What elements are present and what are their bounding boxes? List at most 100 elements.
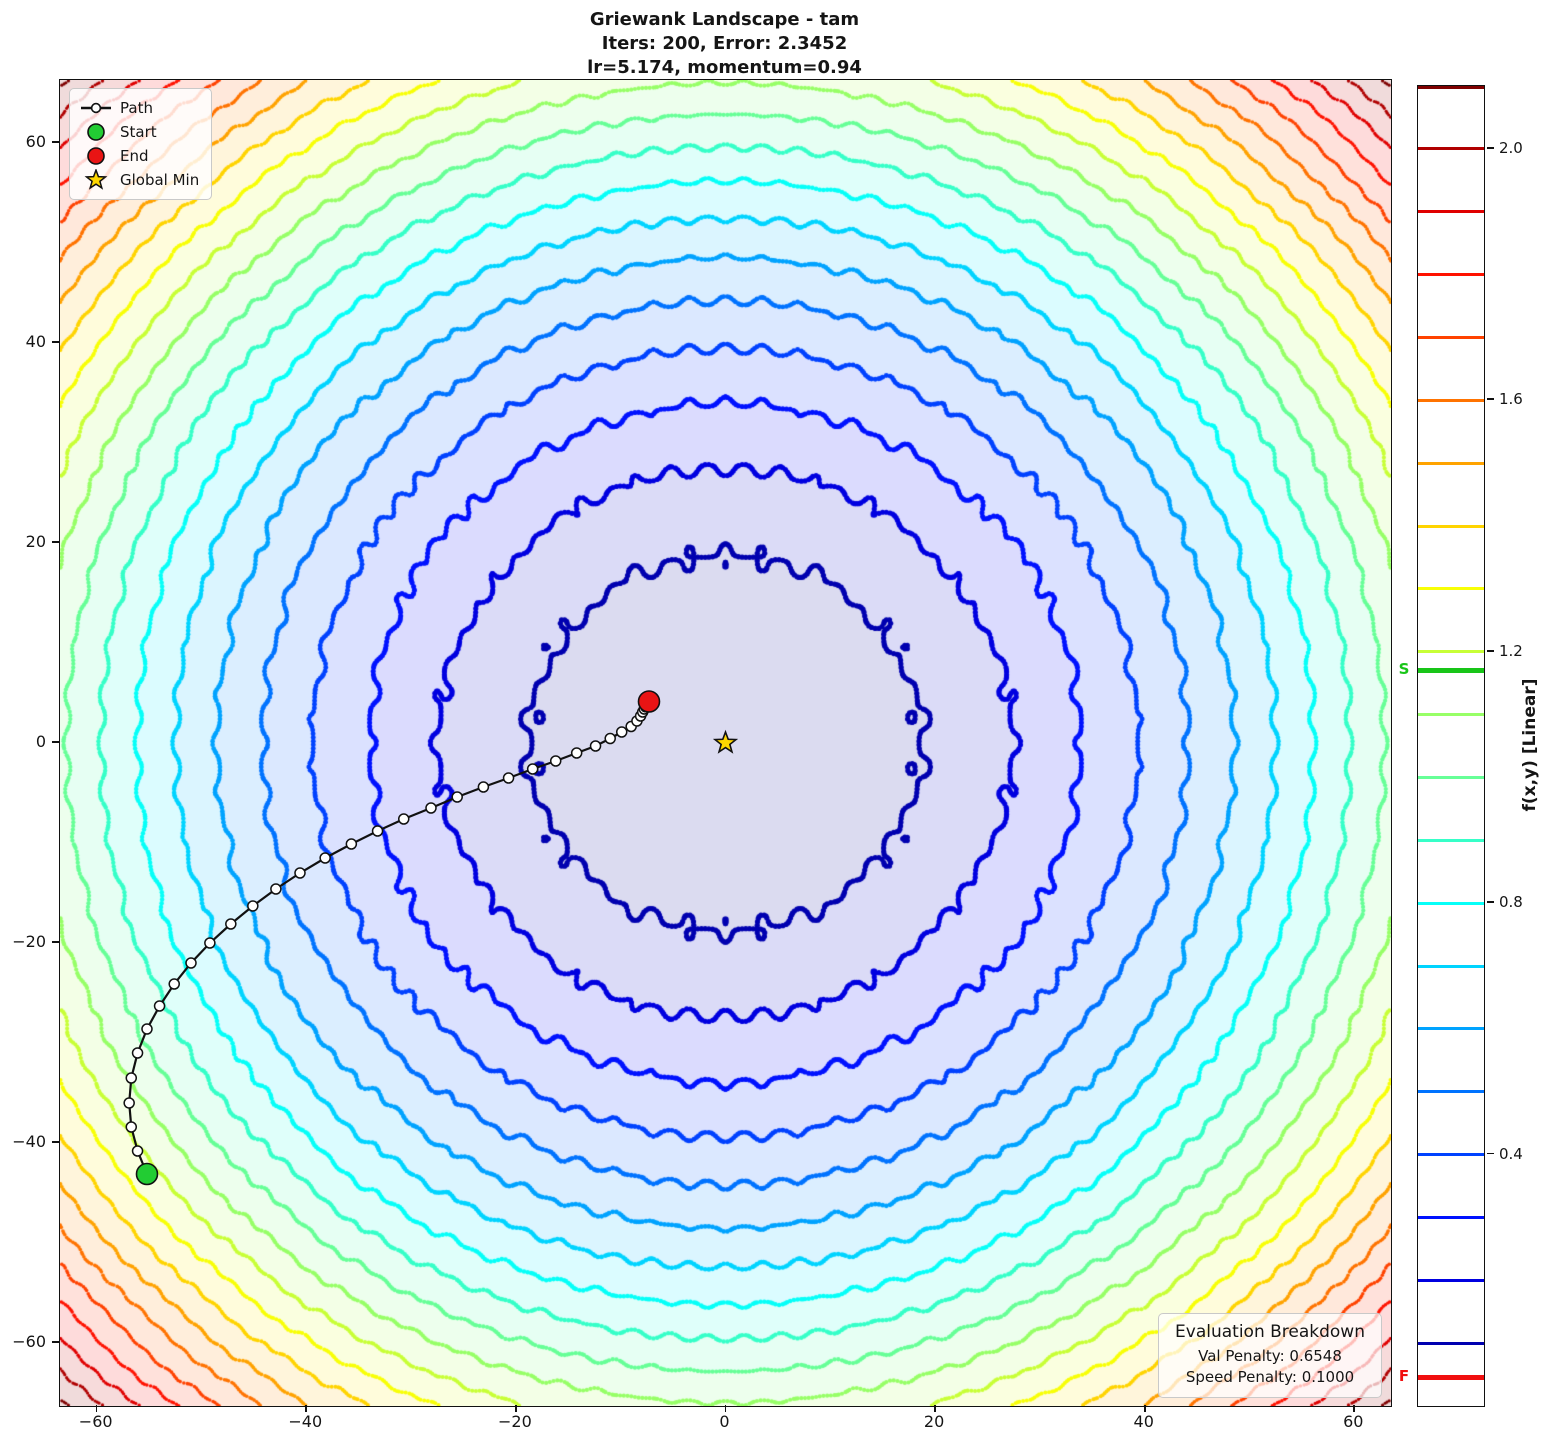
optimization-path-line [128, 700, 650, 1175]
path-step-marker [589, 740, 602, 752]
legend-item-path: Path [79, 96, 199, 120]
y-tick-mark [52, 741, 59, 743]
path-step-marker [604, 732, 616, 745]
legend-label-global-min: Global Min [120, 171, 200, 189]
x-tick-mark [934, 1405, 936, 1412]
colorbar-final-marker-label: F [1398, 1366, 1410, 1385]
colorbar-level-line [1418, 524, 1484, 528]
y-tick-label: 0 [35, 732, 46, 751]
x-tick-label: −60 [78, 1412, 113, 1431]
x-tick-label: 40 [1133, 1412, 1154, 1431]
legend-item-end: End [79, 144, 199, 168]
x-tick-mark [305, 1405, 308, 1412]
colorbar-level-line [1418, 335, 1484, 339]
y-tick-mark [52, 941, 59, 943]
colorbar-level-line [1418, 1341, 1484, 1345]
path-step-marker [451, 791, 463, 803]
colorbar-level-line [1418, 713, 1484, 717]
evaluation-breakdown-title: Evaluation Breakdown [1175, 1321, 1365, 1342]
colorbar-start-value-line [1418, 668, 1484, 674]
y-tick-label: −60 [12, 1332, 46, 1351]
colorbar-level-line [1418, 964, 1484, 968]
x-tick-mark [1143, 1405, 1146, 1412]
legend-item-global-min: Global Min [79, 168, 199, 192]
path-step-marker [294, 867, 306, 879]
path-step-marker [615, 726, 628, 738]
colorbar-level-line [1418, 210, 1484, 214]
colorbar-level-line [1418, 461, 1484, 465]
colorbar-tick-label: 0.8 [1499, 893, 1523, 912]
legend: Path Start End Global Min [69, 88, 213, 200]
chart-subtitle-iters-error: Iters: 200, Error: 2.3452 [601, 32, 848, 54]
title-block: Griewank Landscape - tam Iters: 200, Err… [59, 8, 1390, 79]
evaluation-breakdown-box: Evaluation Breakdown Val Penalty: 0.6548… [1158, 1312, 1382, 1398]
y-tick-label: −20 [12, 932, 46, 951]
x-tick-mark [95, 1405, 98, 1412]
colorbar-level-line [1418, 86, 1484, 89]
y-tick-mark [52, 341, 59, 343]
legend-label-end: End [120, 147, 149, 165]
colorbar-level-line [1418, 1215, 1484, 1219]
colorbar-tick-mark [1486, 1152, 1494, 1155]
colorbar-tick-mark [1486, 649, 1494, 652]
colorbar-start-marker-label: S [1398, 659, 1410, 678]
legend-label-start: Start [120, 123, 157, 141]
path-step-marker [270, 883, 282, 895]
colorbar-tick-label: 1.6 [1499, 390, 1523, 409]
y-tick-mark [52, 541, 59, 543]
x-tick-label: −40 [288, 1412, 323, 1431]
colorbar-final-value-line [1418, 1375, 1484, 1381]
start-marker [135, 1162, 159, 1186]
colorbar-tick-mark [1486, 901, 1494, 904]
speed-penalty-value: Speed Penalty: 0.1000 [1185, 1368, 1355, 1387]
chart-title: Griewank Landscape - tam [589, 9, 860, 30]
path-step-marker [225, 918, 237, 930]
path-step-marker [131, 1047, 144, 1059]
x-tick-label: 20 [923, 1412, 945, 1431]
colorbar-tick-label: 2.0 [1499, 138, 1523, 157]
path-step-marker [123, 1097, 135, 1109]
path-step-marker [153, 1000, 166, 1012]
colorbar [1417, 85, 1485, 1407]
path-step-marker [125, 1072, 138, 1084]
colorbar-level-line [1418, 1278, 1484, 1282]
path-step-marker [141, 1023, 153, 1035]
path-step-marker [168, 978, 180, 990]
colorbar-tick-mark [1486, 398, 1494, 401]
global-min-legend-icon [79, 169, 113, 190]
y-tick-mark [52, 1141, 59, 1143]
path-step-marker [502, 772, 515, 784]
colorbar-level-line [1418, 650, 1484, 654]
colorbar-level-line [1418, 838, 1484, 842]
path-step-marker [425, 802, 437, 814]
global-min-marker [712, 729, 739, 754]
y-tick-label: 40 [25, 332, 46, 351]
path-step-marker [247, 900, 259, 912]
path-step-marker [185, 957, 197, 969]
end-legend-icon [79, 146, 113, 166]
plot-area: Path Start End Global Min [59, 79, 1392, 1407]
colorbar-level-line [1418, 901, 1484, 905]
chart-subtitle-hyperparams: lr=5.174, momentum=0.94 [587, 56, 862, 78]
colorbar-level-line [1418, 273, 1484, 277]
path-step-marker [570, 747, 583, 759]
path-legend-icon [79, 98, 113, 118]
colorbar-level-line [1418, 1027, 1484, 1031]
y-tick-mark [52, 1341, 59, 1343]
y-tick-label: 20 [25, 532, 46, 551]
x-tick-mark [724, 1405, 727, 1412]
path-step-marker [477, 781, 490, 793]
colorbar-level-line [1418, 398, 1484, 402]
colorbar-tick-label: 1.2 [1499, 641, 1523, 660]
path-step-marker [131, 1145, 144, 1157]
path-step-marker [319, 852, 331, 864]
legend-item-start: Start [79, 120, 199, 144]
path-step-marker [398, 813, 410, 825]
x-tick-label: −20 [498, 1412, 532, 1431]
colorbar-tick-label: 0.4 [1499, 1144, 1523, 1163]
x-tick-mark [514, 1405, 517, 1412]
path-step-marker [345, 838, 358, 850]
end-marker [637, 690, 661, 713]
y-tick-mark [52, 141, 59, 143]
